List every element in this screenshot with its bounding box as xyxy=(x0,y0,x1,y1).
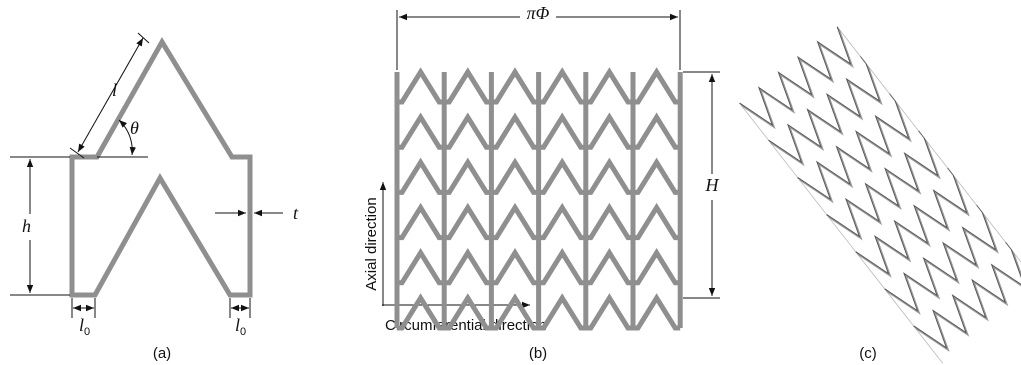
stent-link xyxy=(919,131,925,138)
stent-link xyxy=(860,57,866,64)
caption: (b) xyxy=(529,345,547,362)
length-label: l xyxy=(112,80,117,100)
lattice xyxy=(397,72,680,328)
panel-b: πΦ H Axial direction Circumferential dir… xyxy=(363,3,724,362)
axial-label: Axial direction xyxy=(363,197,380,290)
offset-label: l0 xyxy=(79,315,90,338)
figure: l θ h t l0 l0 (a) πΦ H xyxy=(0,0,1021,365)
stent-ring xyxy=(916,252,1021,358)
stent-link xyxy=(948,168,954,175)
extension-line xyxy=(138,33,149,43)
height-label: h xyxy=(22,216,31,236)
panel-c xyxy=(740,27,1021,363)
unit-cell xyxy=(72,42,250,295)
height-label: H xyxy=(705,175,720,195)
offset-dimension: l0 xyxy=(230,298,250,338)
stent-link xyxy=(977,205,983,212)
offset-label: l0 xyxy=(235,315,246,338)
panel-a: l θ h t l0 l0 (a) xyxy=(10,33,299,362)
caption: (a) xyxy=(153,345,171,362)
thickness-label: t xyxy=(293,203,299,223)
caption: (c) xyxy=(859,345,877,362)
stent-link xyxy=(1006,242,1012,249)
circumference-label: πΦ xyxy=(527,3,550,23)
offset-dimension: l0 xyxy=(72,298,95,338)
angle-label: θ xyxy=(130,118,139,138)
stent-link xyxy=(890,94,896,101)
